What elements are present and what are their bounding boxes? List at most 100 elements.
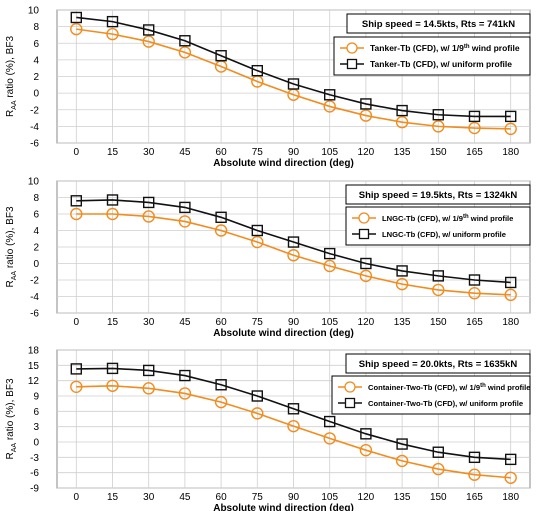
x-axis-label: Absolute wind direction (deg) — [213, 503, 354, 511]
y-tick-label: 0 — [33, 259, 39, 270]
legend-label-text: Tanker-Tb (CFD), w/ 1/9 — [370, 43, 464, 53]
series-1-point — [214, 395, 228, 409]
y-tick-label: 2 — [33, 72, 39, 83]
x-tick-label: 15 — [107, 492, 119, 503]
x-tick-label: 120 — [358, 147, 375, 158]
legend-marker-2 — [358, 228, 370, 240]
y-tick-label: 6 — [33, 39, 39, 50]
legend-label-text: Container-Two-Tb (CFD), w/ 1/9 — [368, 383, 480, 392]
series-2-point — [251, 64, 264, 77]
series-2-point — [504, 276, 517, 289]
legend-marker-1 — [344, 381, 356, 393]
x-tick-label: 30 — [143, 317, 155, 328]
y-axis-label-sub: AA — [11, 100, 18, 110]
series-2-point — [432, 270, 444, 282]
series-1-point — [287, 419, 300, 433]
y-tick-label: 4 — [33, 55, 39, 66]
y-tick-label: 18 — [28, 346, 40, 357]
y-tick-label: 15 — [28, 361, 40, 372]
legend-label-1: Tanker-Tb (CFD), w/ 1/9th wind profile — [370, 43, 520, 53]
x-tick-label: 105 — [321, 317, 338, 328]
series-2-point — [179, 201, 191, 214]
y-axis-label-main: R — [5, 280, 16, 287]
y-tick-label: 6 — [33, 407, 39, 418]
x-tick-label: 150 — [430, 147, 447, 158]
y-tick-label: 4 — [33, 226, 39, 237]
x-tick-label: 180 — [502, 317, 519, 328]
legend-label-2: LNGC-Tb (CFD), w/ uniform profile — [382, 230, 506, 239]
x-tick-label: 105 — [321, 147, 338, 158]
legend-marker-1 — [346, 42, 358, 54]
y-tick-label: -6 — [30, 468, 39, 479]
x-tick-label: 60 — [216, 317, 228, 328]
series-1-point — [468, 468, 481, 481]
y-tick-label: -2 — [30, 276, 39, 287]
y-tick-label: -2 — [30, 105, 39, 116]
series-2-point — [287, 78, 300, 90]
series-2-point — [396, 265, 408, 277]
legend-label-1: LNGC-Tb (CFD), w/ 1/9th wind profile — [382, 214, 513, 223]
series-1-point — [70, 380, 83, 393]
y-axis-label-rest: ratio (%), BF3 — [5, 36, 16, 101]
series-1-point — [178, 215, 192, 228]
series-2-point — [215, 50, 227, 62]
x-axis-label: Absolute wind direction (deg) — [213, 158, 354, 169]
legend-label-text: LNGC-Tb (CFD), w/ 1/9 — [382, 214, 463, 223]
series-2-point — [251, 390, 264, 402]
series-2-point — [70, 11, 83, 24]
series-1-point — [106, 27, 119, 41]
legend-label-2: Tanker-Tb (CFD), w/ uniform profile — [370, 59, 512, 69]
series-2-point — [468, 274, 481, 286]
series-1-point — [323, 432, 336, 445]
series-1-point — [432, 283, 445, 297]
series-2-point — [432, 446, 444, 458]
series-1-point — [432, 462, 445, 476]
series-line-2 — [76, 367, 511, 461]
x-tick-label: 90 — [288, 317, 300, 328]
series-1-point — [251, 407, 264, 420]
y-axis-label-sub: AA — [11, 271, 18, 281]
x-tick-label: 180 — [502, 147, 519, 158]
y-tick-label: -4 — [30, 122, 39, 133]
legend-label-1: Container-Two-Tb (CFD), w/ 1/9th wind pr… — [368, 383, 530, 392]
legend-marker-2 — [344, 397, 356, 409]
series-2-point — [106, 15, 119, 28]
y-tick-label: -6 — [30, 139, 39, 150]
series-2-point — [504, 453, 517, 466]
series-2-point — [70, 363, 83, 375]
info-box-text: Ship speed = 20.0kts, Rts = 1635kN — [359, 359, 518, 370]
series-line-2 — [76, 199, 511, 284]
legend — [333, 36, 531, 76]
series-2-point — [468, 451, 481, 464]
series-line-2 — [76, 16, 511, 118]
x-tick-label: 15 — [107, 147, 119, 158]
y-tick-label: 0 — [33, 438, 39, 449]
y-tick-label: 9 — [33, 392, 39, 403]
x-tick-label: 0 — [74, 147, 80, 158]
series-1-point — [178, 46, 192, 59]
series-1-point — [142, 382, 155, 395]
y-tick-label: 10 — [28, 6, 40, 17]
legend-label-2: Container-Two-Tb (CFD), w/ uniform profi… — [368, 399, 523, 408]
series-1-point — [359, 443, 373, 457]
series-1-point — [106, 207, 119, 221]
series-1-point — [323, 259, 336, 273]
series-1-point — [504, 288, 517, 302]
series-2-point — [179, 369, 191, 382]
series-2-point — [143, 196, 155, 209]
chart-panel-1: -6 -4 -2 0 2 4 6 8 10 0 15 30 45 60 75 90 105 120 135 150 16… — [5, 6, 531, 169]
legend-label-sup: th — [463, 214, 469, 220]
x-tick-label: 30 — [143, 147, 155, 158]
x-tick-label: 75 — [252, 147, 264, 158]
series-2-point — [504, 110, 517, 123]
y-tick-label: 2 — [33, 243, 39, 254]
info-box — [345, 353, 531, 374]
series-1-point — [468, 121, 481, 135]
series-2-point — [468, 110, 481, 123]
series-2-point — [287, 403, 300, 415]
x-tick-label: 45 — [179, 317, 191, 328]
series-1-point — [70, 22, 83, 36]
series-1-point — [70, 207, 83, 221]
